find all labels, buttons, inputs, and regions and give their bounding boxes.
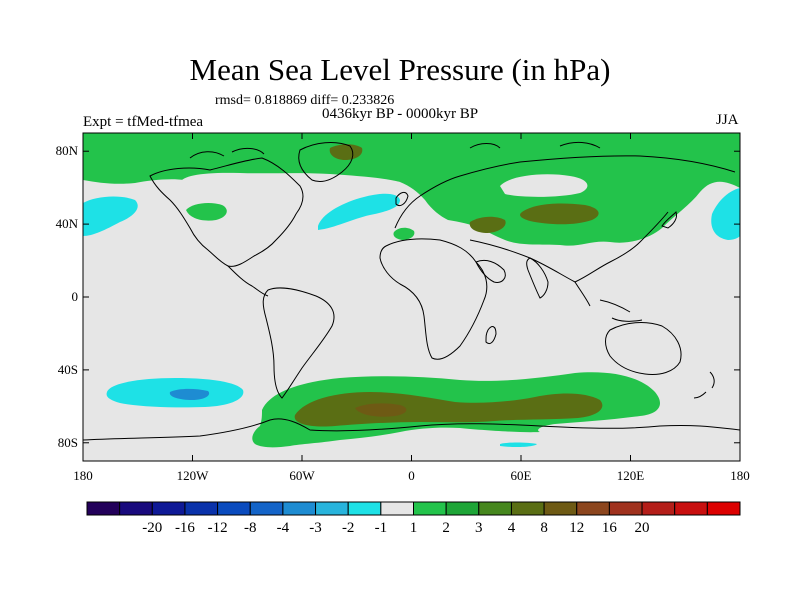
pressure-anomaly-fields	[83, 133, 740, 448]
coastline-australia	[605, 322, 682, 375]
colorbar-label: -1	[374, 520, 388, 536]
colorbar-box	[674, 501, 708, 516]
colorbar-box	[119, 501, 153, 516]
colorbar-box	[217, 501, 251, 516]
lon-label: 0	[408, 468, 415, 483]
colorbar-box	[478, 501, 512, 516]
map-title: Mean Sea Level Pressure (in hPa)	[189, 52, 611, 87]
colorbar-label: -12	[207, 520, 228, 536]
colorbar-label: 20	[634, 520, 650, 536]
coastline-japan	[661, 211, 677, 229]
lon-label: 180	[730, 468, 750, 483]
colorbar-box	[86, 501, 121, 516]
rmsd-diff-stats: rmsd= 0.818869 diff= 0.233826	[215, 93, 395, 108]
colorbar-box	[543, 501, 578, 516]
period-label: 0436kyr BP - 0000kyr BP	[322, 106, 479, 122]
coastlines	[83, 141, 740, 441]
colorbar-label: -2	[341, 520, 355, 536]
coastline-central-america	[227, 265, 269, 297]
coastline-europe	[394, 155, 736, 229]
lat-label: 80N	[55, 143, 78, 159]
colorbar-label: -3	[309, 520, 322, 536]
coastline-africa	[379, 238, 488, 360]
anomaly-region-asia-neutral	[500, 174, 588, 197]
colorbar-label: 8	[540, 520, 548, 536]
coastline-india	[526, 257, 549, 299]
lat-label: 40S	[57, 361, 78, 377]
anomaly-region-southern-ocean-core	[355, 403, 407, 417]
coastline-madagascar	[485, 326, 497, 345]
anomaly-region-pacific-positive	[186, 202, 227, 221]
colorbar-box	[380, 501, 415, 516]
colorbar-box	[413, 501, 447, 516]
colorbar-label: 4	[507, 520, 516, 536]
colorbar-box	[249, 501, 284, 516]
lat-label: 0	[71, 289, 79, 304]
colorbar	[86, 501, 741, 516]
coastline-antarctica	[83, 418, 740, 441]
anomaly-region-iberia-positive	[393, 227, 415, 240]
anomaly-region-southern-ocean-strong	[294, 392, 603, 427]
lat-label: 40N	[55, 216, 78, 232]
anomaly-region-northatlantic-negative	[318, 193, 400, 230]
coastline-arctic-islands	[189, 141, 601, 159]
coastline-new-zealand	[693, 371, 715, 399]
coastline-southeast-asia	[574, 281, 643, 322]
colorbar-box	[347, 501, 382, 516]
colorbar-box	[282, 501, 317, 516]
colorbar-label: 16	[601, 520, 617, 536]
anomaly-region-antarctic-coast-negative	[500, 442, 537, 448]
colorbar-label: -8	[244, 520, 257, 536]
colorbar-label: 2	[442, 520, 450, 536]
anomaly-region-siberia-strong	[520, 203, 599, 225]
lon-label: 60E	[510, 468, 532, 483]
anomaly-region-scandinavia-strong	[329, 144, 363, 160]
lon-label: 120E	[616, 468, 645, 483]
colorbar-box	[608, 501, 643, 516]
axis-ticks	[82, 133, 741, 461]
anomaly-region-northpacific-west-negative	[83, 196, 138, 236]
coastline-south-america	[262, 287, 335, 399]
colorbar-box	[151, 501, 186, 516]
coastline-greenland	[298, 142, 354, 183]
colorbar-label: 12	[569, 520, 585, 536]
colorbar-box	[576, 501, 610, 516]
colorbar-label: -16	[174, 520, 195, 536]
colorbar-box	[445, 501, 480, 516]
coastline-asia-south	[469, 211, 669, 283]
colorbar-label: -20	[142, 520, 163, 536]
experiment-label: Expt = tfMed-tfmea	[83, 114, 204, 130]
colorbar-box	[641, 501, 676, 516]
anomaly-region-southpacific-core	[169, 388, 210, 400]
colorbar-box	[315, 501, 349, 516]
season-label: JJA	[716, 112, 739, 128]
colorbar-label: 3	[475, 520, 483, 536]
colorbar-label: 1	[409, 520, 418, 536]
anomaly-region-caspian-strong	[469, 216, 506, 233]
anomaly-region-canada-neutral	[180, 172, 400, 188]
lon-label: 60W	[289, 468, 315, 483]
coastline-british-isles	[395, 191, 409, 207]
coastline-arabia	[475, 259, 506, 283]
anomaly-region-northpacific-east-negative	[711, 188, 740, 240]
lon-label: 120W	[176, 468, 209, 483]
colorbar-box	[510, 501, 545, 516]
lon-label: 180	[73, 468, 93, 483]
lat-label: 80S	[57, 434, 78, 450]
coastline-north-america	[149, 157, 304, 267]
colorbar-box	[184, 501, 219, 516]
colorbar-label: -4	[276, 520, 290, 536]
colorbar-box	[706, 501, 741, 516]
